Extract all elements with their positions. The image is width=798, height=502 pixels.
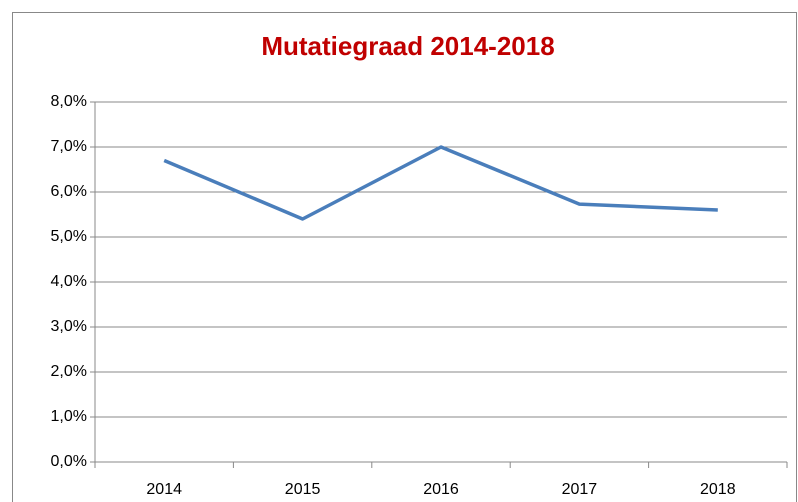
y-tick-label: 5,0% (51, 228, 87, 245)
y-tick-label: 3,0% (51, 318, 87, 335)
x-tick-label: 2018 (700, 481, 736, 498)
chart-frame (12, 12, 797, 502)
x-tick-label: 2017 (562, 481, 598, 498)
y-tick-label: 7,0% (51, 138, 87, 155)
x-tick-label: 2014 (146, 481, 182, 498)
y-tick-label: 8,0% (51, 93, 87, 110)
data-line (163, 145, 718, 221)
x-tick-label: 2015 (285, 481, 321, 498)
chart-title: Mutatiegraad 2014-2018 (261, 31, 554, 61)
x-tick-label: 2016 (423, 481, 459, 498)
y-tick-label: 6,0% (51, 183, 87, 200)
y-tick-label: 1,0% (51, 408, 87, 425)
y-tick-label: 0,0% (51, 453, 87, 470)
y-tick-label: 4,0% (51, 273, 87, 290)
y-tick-label: 2,0% (51, 363, 87, 380)
